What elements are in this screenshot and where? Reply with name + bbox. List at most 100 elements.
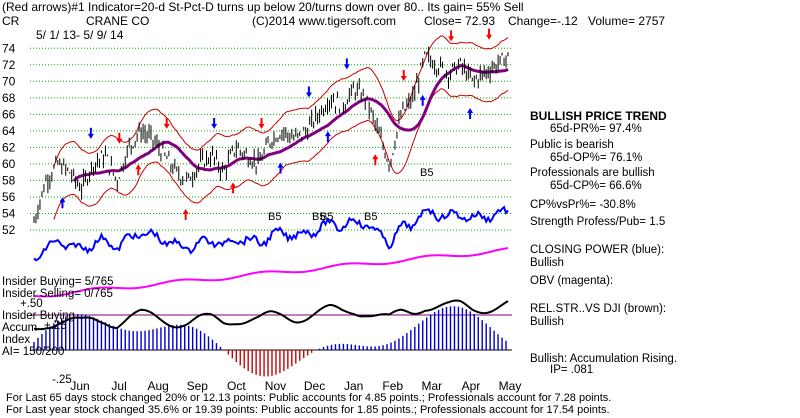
signal-b5: B5	[420, 167, 434, 179]
insider-buying: Insider Buying= 5/765	[2, 276, 114, 288]
arrow-head	[230, 182, 237, 188]
y-tick-label: 60	[2, 157, 16, 171]
arrow-head	[400, 76, 407, 81]
down-arrow	[163, 117, 170, 129]
indicator-description: (Red arrows)#1 Indicator=20-d St-Pct-D t…	[2, 0, 524, 14]
pr-percent: 65d-PR%= 97.4%	[550, 123, 642, 135]
up-arrow	[324, 131, 331, 143]
x-tick-label: Jul	[111, 379, 126, 393]
price-bars	[33, 46, 509, 224]
relstr-label: REL.STR..VS DJI (brown):	[530, 303, 667, 315]
signal-b5: B5	[268, 211, 282, 223]
down-arrow	[211, 117, 218, 129]
up-arrow	[59, 197, 66, 209]
upper-band	[53, 35, 509, 167]
up-arrow	[467, 108, 474, 120]
minus-25-label: -.25	[52, 374, 72, 386]
date-range: 5/ 1/ 13- 5/ 9/ 14	[36, 28, 124, 42]
arrow-head	[448, 36, 455, 42]
arrow-head	[343, 64, 350, 70]
signal-arrows	[59, 28, 493, 220]
y-tick-label: 56	[2, 190, 16, 204]
insider-buying-label: Insider Buying	[2, 310, 75, 322]
up-arrow	[372, 154, 379, 166]
accumulation-status: Bullish: Accumulation Rising.	[530, 353, 678, 365]
y-tick-label: 52	[2, 223, 16, 237]
ip-value: IP= .081	[550, 364, 594, 376]
strength-ratio: Strength Profess/Pub= 1.5	[530, 216, 666, 228]
signal-b5: B5	[364, 211, 378, 223]
closing-power-line	[33, 205, 509, 262]
volume-value: Volume= 2757	[588, 14, 666, 28]
company-name: CRANE CO	[86, 14, 150, 28]
envelope-bands	[53, 35, 509, 220]
y-tick-label: 58	[2, 173, 16, 187]
up-arrow	[419, 94, 426, 106]
y-tick-label: 54	[2, 206, 16, 220]
plus-25-label: +.25	[44, 320, 67, 332]
professionals-status: Professionals are bullish	[530, 167, 655, 179]
arrow-head	[305, 92, 312, 98]
ai-value: AI= 150/200	[2, 346, 65, 358]
y-tick-label: 62	[2, 140, 16, 154]
arrow-head	[163, 123, 170, 129]
y-tick-label: 64	[2, 124, 16, 138]
y-tick-label: 68	[2, 91, 16, 105]
moving-average	[72, 64, 509, 183]
lower-band	[53, 88, 509, 220]
arrow-head	[419, 94, 426, 100]
price-axis-labels: 52 54 56 58 60 62 64 66 68 70 72 74	[2, 41, 16, 237]
x-tick-label: May	[499, 379, 522, 393]
signal-b5: B5	[312, 211, 326, 223]
x-tick-label: Apr	[462, 379, 481, 393]
down-arrow	[486, 28, 493, 40]
down-arrow	[400, 70, 407, 81]
change-value: Change=-.12	[508, 14, 578, 28]
relative-strength	[33, 299, 509, 331]
x-tick-label: Mar	[421, 379, 442, 393]
y-tick-label: 70	[2, 74, 16, 88]
signal-b5: B5	[320, 211, 334, 223]
down-arrow	[343, 58, 350, 70]
arrow-head	[59, 197, 66, 203]
arrow-head	[182, 208, 189, 214]
x-tick-label: Sep	[187, 379, 209, 393]
symbol: CR	[2, 14, 20, 28]
accumulation-panel	[30, 299, 512, 377]
footer-65day: For Last 65 days stock changed 20% or 12…	[6, 392, 612, 404]
moving-average-line	[72, 64, 509, 183]
closing-power-status: Bullish	[530, 257, 564, 269]
up-arrow	[135, 164, 142, 176]
x-tick-label: Jun	[70, 379, 89, 393]
accum-label: Accum	[2, 322, 38, 334]
closing-power	[33, 205, 509, 262]
index-label: Index	[2, 334, 31, 346]
x-tick-label: Aug	[148, 379, 169, 393]
arrow-head	[277, 162, 284, 168]
x-tick-label: Feb	[382, 379, 403, 393]
price-trend-status: BULLISH PRICE TREND	[530, 109, 667, 123]
op-percent: 65d-OP%= 76.1%	[550, 152, 643, 164]
x-tick-label: Jan	[344, 379, 363, 393]
y-tick-label: 72	[2, 58, 16, 72]
obv-label: OBV (magenta):	[530, 275, 614, 287]
up-arrow	[182, 208, 189, 220]
month-axis-labels: Jun Jul Aug Sep Oct Nov Dec Jan Feb Mar Apr May	[70, 379, 521, 393]
price-gridlines	[30, 47, 512, 231]
down-arrow	[305, 86, 312, 98]
insider-selling: Insider Selling= 0/765	[2, 288, 113, 300]
cp-vs-pr: CP%vsPr%= -30.8%	[530, 199, 636, 211]
arrow-head	[467, 108, 474, 114]
obv-line	[33, 247, 509, 298]
up-arrow	[230, 182, 237, 194]
arrow-head	[87, 133, 94, 139]
obv	[33, 247, 509, 298]
down-arrow	[87, 127, 94, 139]
arrow-head	[211, 123, 218, 129]
y-tick-label: 66	[2, 107, 16, 121]
arrow-head	[372, 154, 379, 160]
arrow-head	[135, 164, 142, 170]
x-tick-label: Dec	[304, 379, 325, 393]
arrow-head	[258, 123, 265, 129]
